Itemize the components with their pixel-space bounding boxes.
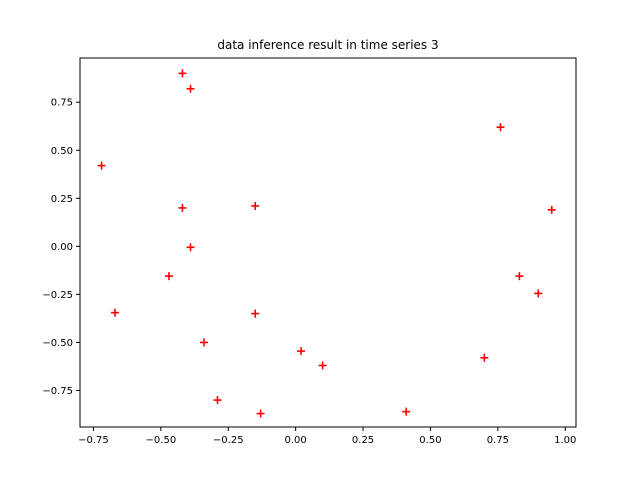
x-tick-label: 0.25 [352, 435, 374, 446]
data-points [97, 69, 556, 418]
x-axis: −0.75 −0.50 −0.25 0.00 0.25 0.50 0.75 1.00 [78, 427, 576, 446]
data-point [200, 338, 208, 347]
data-point [97, 161, 106, 170]
data-point [213, 396, 222, 405]
y-axis: −0.75 −0.50 −0.25 0.00 0.25 0.50 0.75 [42, 98, 80, 397]
x-tick-label: 0.00 [285, 435, 307, 446]
y-tick-label: 0.50 [51, 146, 73, 157]
data-point [178, 203, 187, 212]
data-point [318, 361, 327, 370]
x-tick-label: 1.00 [554, 435, 576, 446]
x-tick-label: −0.50 [146, 435, 177, 446]
data-point [496, 123, 505, 132]
data-point [111, 308, 120, 317]
plot-area-frame [79, 57, 577, 428]
data-point [256, 409, 265, 418]
data-point [480, 353, 489, 362]
x-tick-label: 0.50 [419, 435, 441, 446]
y-tick-label: −0.50 [42, 338, 73, 349]
x-tick-label: 0.75 [487, 435, 509, 446]
x-tick-label: −0.75 [78, 435, 109, 446]
data-point [251, 309, 260, 318]
y-tick-label: −0.75 [42, 386, 73, 397]
data-point [178, 69, 187, 78]
y-tick-label: 0.00 [51, 242, 73, 253]
y-tick-label: −0.25 [42, 290, 73, 301]
data-point [164, 272, 173, 281]
data-point [297, 347, 306, 356]
data-point [186, 84, 195, 93]
y-tick-label: 0.25 [51, 194, 73, 205]
data-point [515, 272, 524, 281]
data-point [186, 243, 195, 252]
data-point [534, 289, 543, 298]
data-point [251, 201, 260, 210]
data-point [547, 205, 556, 214]
y-tick-label: 0.75 [51, 98, 73, 109]
data-point [402, 407, 411, 416]
chart-title: data inference result in time series 3 [217, 38, 438, 52]
x-tick-label: −0.25 [213, 435, 244, 446]
